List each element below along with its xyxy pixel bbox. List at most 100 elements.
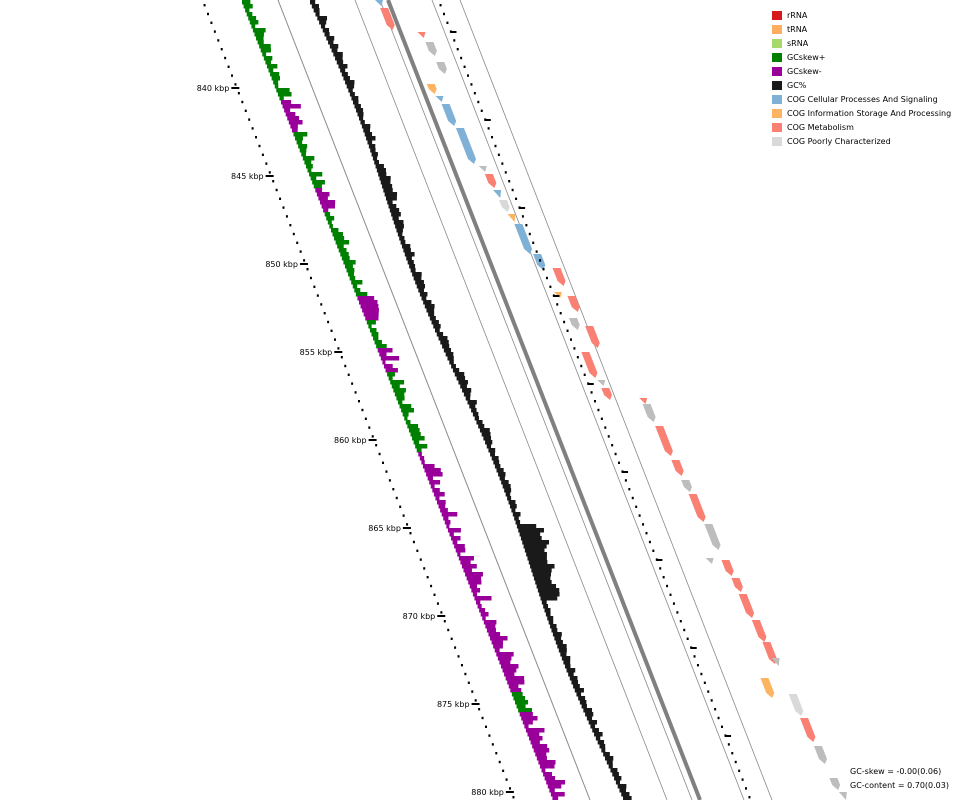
gc-content-bar xyxy=(438,336,448,341)
legend-item-gc-percent: GC% xyxy=(772,78,957,92)
gc-content-bar xyxy=(413,276,422,281)
gc-content-bar xyxy=(623,796,632,800)
gc-content-bar xyxy=(496,468,504,473)
gc-skew-bar xyxy=(410,432,421,437)
gc-skew-track xyxy=(242,0,566,800)
cds-feature-arrow xyxy=(704,524,721,550)
gc-skew-bar xyxy=(257,40,264,45)
ruler-minor-tick xyxy=(669,593,672,596)
gc-skew-bar xyxy=(324,212,331,217)
gc-content-bar xyxy=(428,312,435,317)
ruler-minor-tick xyxy=(628,488,631,491)
gc-skew-bar xyxy=(385,368,398,373)
legend-item-gcskew-neg: GCskew- xyxy=(772,64,957,78)
gc-content-bar xyxy=(333,52,343,57)
gc-skew-bar xyxy=(291,128,298,133)
gc-skew-bar xyxy=(497,656,512,661)
gc-content-bar xyxy=(336,60,344,65)
gc-skew-bar xyxy=(288,120,303,125)
gc-content-bar xyxy=(560,652,567,657)
gc-skew-bar xyxy=(466,576,482,581)
gc-skew-bar xyxy=(432,488,440,493)
gc-skew-bar xyxy=(521,716,538,721)
gc-skew-bar xyxy=(552,796,559,800)
gc-skew-bar xyxy=(312,180,325,185)
gc-skew-bar xyxy=(486,628,496,633)
gc-skew-bar xyxy=(499,660,511,665)
ruler-label: 875 kbp xyxy=(437,700,470,709)
ruler-minor-tick xyxy=(488,734,491,737)
gc-skew-bar xyxy=(541,768,546,773)
gc-content-bar xyxy=(592,728,599,733)
ruler-minor-tick xyxy=(662,576,665,579)
gc-content-bar xyxy=(418,288,424,293)
ruler-minor-tick xyxy=(659,567,662,570)
ruler-minor-tick xyxy=(430,584,433,588)
ruler-minor-tick xyxy=(261,153,264,156)
gc-skew-bar xyxy=(284,108,291,113)
gc-skew-bar xyxy=(326,216,335,221)
gc-content-bar xyxy=(319,20,327,25)
gc-content-bar xyxy=(354,104,361,109)
gc-skew-bar xyxy=(435,496,440,501)
gc-skew-bar xyxy=(529,736,543,741)
cds-feature-arrow xyxy=(671,460,684,476)
ruler-minor-tick xyxy=(672,602,675,605)
gc-skew-bar xyxy=(301,152,306,157)
gc-content-bar xyxy=(550,624,557,629)
ruler-minor-tick xyxy=(447,628,450,632)
gc-skew-bar xyxy=(279,96,284,101)
gc-skew-bar xyxy=(421,460,425,465)
ruler-minor-tick xyxy=(443,620,446,623)
gc-skew-bar xyxy=(522,720,533,725)
ruler-minor-tick xyxy=(457,655,460,658)
gc-skew-bar xyxy=(515,700,529,705)
gc-skew-bar xyxy=(354,288,361,293)
gc-content-bar xyxy=(326,36,335,41)
ruler-minor-tick xyxy=(607,435,610,438)
ruler-minor-tick xyxy=(594,400,596,403)
gc-skew-bar xyxy=(265,60,271,65)
ruler-minor-tick xyxy=(344,364,347,368)
kbp-ruler: 840 kbp 845 kbp 850 kbp 855 kbp 860 kbp 865 k… xyxy=(197,4,751,799)
gc-content-bar xyxy=(469,404,476,409)
ruler-minor-tick xyxy=(645,532,648,535)
gc-content-bar xyxy=(619,788,627,793)
ruler-minor-tick xyxy=(299,250,302,253)
gc-content-bar xyxy=(388,204,397,209)
gc-skew-bar xyxy=(530,740,540,745)
ruler-minor-tick xyxy=(433,593,436,596)
ruler-minor-tick xyxy=(217,39,220,42)
gc-content-bar xyxy=(581,704,587,709)
ruler-minor-tick xyxy=(745,787,748,790)
legend-label: GCskew+ xyxy=(787,52,826,62)
gc-content-bar xyxy=(340,68,346,73)
gc-content-bar xyxy=(400,240,406,245)
gc-skew-bar xyxy=(263,56,273,61)
gc-skew-bar xyxy=(532,744,548,749)
gc-skew-bar xyxy=(463,568,472,573)
gc-skew-bar xyxy=(376,344,387,349)
cds-feature-arrow xyxy=(731,578,743,592)
gc-skew-bar xyxy=(309,172,323,177)
gc-content-bar xyxy=(586,716,593,721)
gc-skew-bar xyxy=(502,668,517,673)
gc-content-bar xyxy=(499,476,505,481)
gc-content-bar xyxy=(451,364,456,369)
cds-feature-arrow xyxy=(417,32,426,38)
gc-content-bar xyxy=(519,532,541,537)
gc-skew-bar xyxy=(357,296,375,301)
gc-skew-bar xyxy=(438,504,446,509)
gc-skew-bar xyxy=(246,12,253,17)
ruler-minor-tick xyxy=(463,65,466,68)
ruler-minor-tick xyxy=(471,690,474,693)
gc-content-bar xyxy=(416,284,426,289)
ruler-minor-tick xyxy=(720,725,723,728)
ruler-minor-tick xyxy=(241,100,244,104)
legend-swatch xyxy=(772,80,782,90)
gc-content-bar xyxy=(520,536,542,541)
ruler-minor-tick xyxy=(487,127,490,130)
gc-skew-bar xyxy=(535,752,547,757)
gc-content-bar xyxy=(552,632,562,637)
